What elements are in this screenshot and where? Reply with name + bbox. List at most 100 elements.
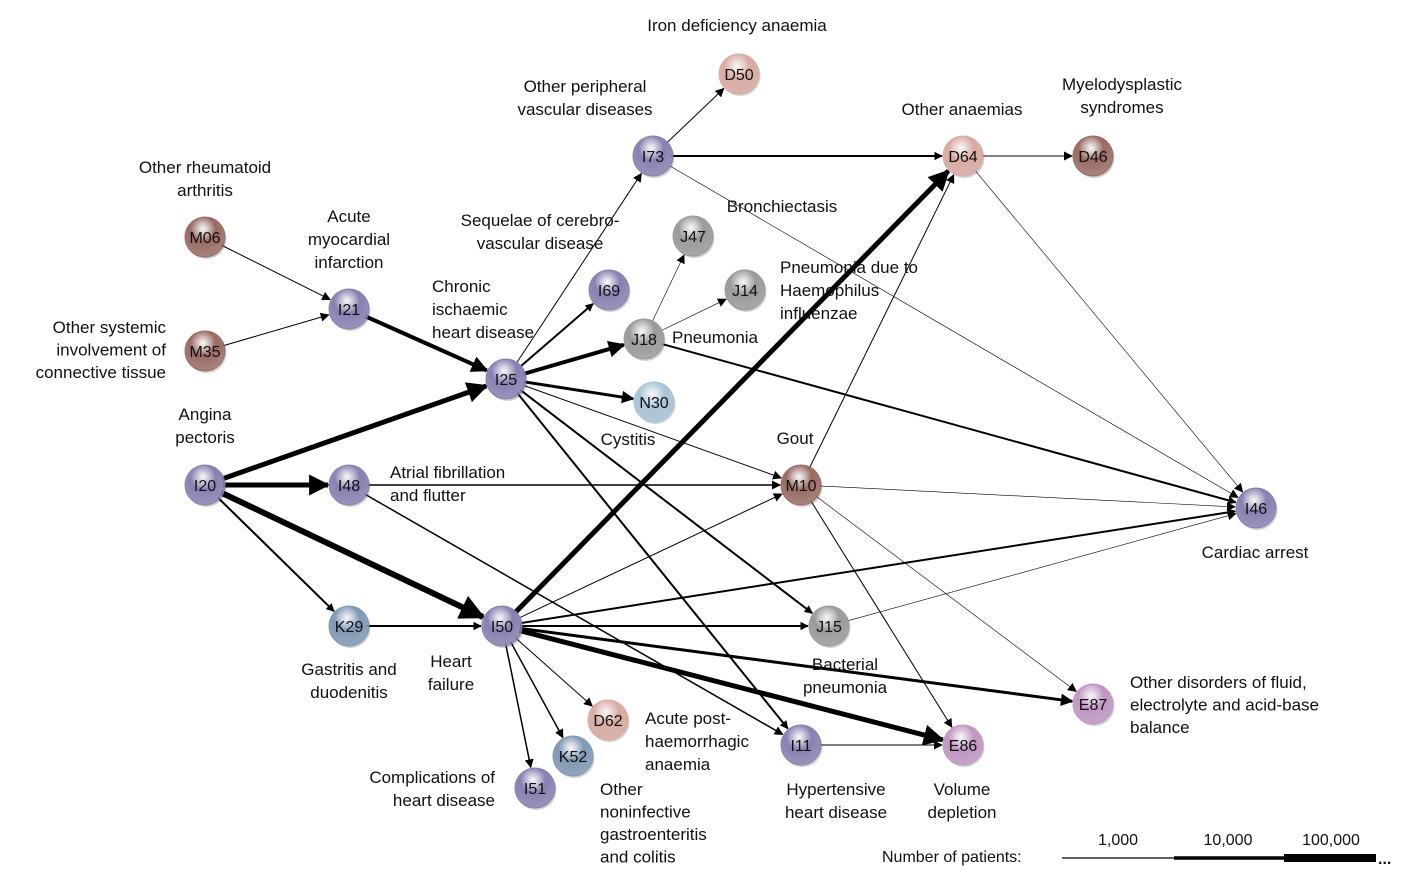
node-circle[interactable] — [672, 215, 714, 257]
node-I46[interactable]: I46 — [1235, 487, 1278, 530]
node-M35[interactable]: M35 — [184, 330, 227, 373]
node-I11[interactable]: I11 — [780, 724, 823, 767]
node-code: K52 — [559, 749, 588, 766]
node-I69[interactable]: I69 — [588, 269, 631, 312]
node-circle[interactable] — [780, 464, 822, 506]
label-E87: Other disorders of fluid, electrolyte and… — [1130, 673, 1319, 737]
node-code: I11 — [790, 738, 811, 755]
node-circle[interactable] — [328, 605, 370, 647]
node-code: M06 — [189, 230, 220, 247]
edge-J15-I46 — [846, 511, 1237, 622]
label-D64: Other anaemias — [902, 100, 1023, 119]
node-I73[interactable]: I73 — [632, 135, 675, 178]
legend: Number of patients: 1,000 10,000 100,000… — [882, 832, 1391, 868]
node-I51[interactable]: I51 — [514, 767, 557, 810]
node-circle[interactable] — [184, 216, 226, 258]
label-line: involvement of — [56, 341, 166, 360]
node-circle[interactable] — [633, 381, 675, 423]
node-circle[interactable] — [184, 464, 226, 506]
edge-I73-D50 — [665, 87, 725, 144]
node-D50[interactable]: D50 — [718, 53, 761, 96]
label-I51: Complications of heart disease — [369, 768, 495, 810]
legend-continuation: ... — [1378, 851, 1391, 868]
node-E86[interactable]: E86 — [942, 724, 985, 767]
node-circle[interactable] — [1072, 135, 1114, 177]
node-circle[interactable] — [1072, 683, 1114, 725]
node-code: N30 — [639, 395, 668, 412]
node-I25[interactable]: I25 — [485, 358, 528, 401]
node-code: I20 — [194, 478, 216, 495]
node-circle[interactable] — [623, 318, 665, 360]
node-code: M35 — [189, 344, 220, 361]
edge-M10-I46 — [818, 485, 1236, 511]
label-line: Bacterial — [812, 655, 878, 674]
edge-M10-E86 — [810, 500, 953, 728]
node-I50[interactable]: I50 — [481, 605, 524, 648]
node-E87[interactable]: E87 — [1072, 683, 1115, 726]
edge-I25-I69 — [518, 302, 594, 368]
edge-I20-I50 — [220, 489, 486, 620]
node-code: I48 — [338, 478, 360, 495]
node-K52[interactable]: K52 — [552, 735, 595, 778]
node-circle[interactable] — [632, 135, 674, 177]
edge-I73-I46 — [668, 164, 1239, 498]
node-circle[interactable] — [942, 135, 984, 177]
node-circle[interactable] — [328, 288, 370, 330]
node-D62[interactable]: D62 — [587, 699, 630, 742]
node-code: E86 — [949, 738, 978, 755]
node-code: I73 — [642, 149, 664, 166]
node-circle[interactable] — [718, 53, 760, 95]
label-line: haemorrhagic — [645, 732, 749, 751]
node-circle[interactable] — [328, 464, 370, 506]
edge-I25-I73 — [515, 172, 642, 365]
edge-I50-E87 — [519, 626, 1074, 707]
node-M10[interactable]: M10 — [780, 464, 823, 507]
label-line: and flutter — [390, 486, 466, 505]
label-line: Complications of — [369, 768, 495, 787]
edge-M35-I21 — [222, 312, 330, 347]
label-line: Other anaemias — [902, 100, 1023, 119]
node-circle[interactable] — [481, 605, 523, 647]
label-I25: Chronic ischaemic heart disease — [432, 277, 534, 342]
node-J14[interactable]: J14 — [724, 269, 767, 312]
label-line: pectoris — [175, 428, 235, 447]
node-K29[interactable]: K29 — [328, 605, 371, 648]
node-J15[interactable]: J15 — [808, 605, 851, 648]
label-line: Other peripheral — [524, 77, 647, 96]
node-circle[interactable] — [942, 724, 984, 766]
node-circle[interactable] — [1235, 487, 1277, 529]
node-circle[interactable] — [808, 605, 850, 647]
node-circle[interactable] — [552, 735, 594, 777]
node-circle[interactable] — [587, 699, 629, 741]
edge-I21-I25 — [364, 314, 489, 373]
label-line: arthritis — [177, 181, 233, 200]
label-line: Angina — [179, 405, 232, 424]
node-N30[interactable]: N30 — [633, 381, 676, 424]
label-line: heart disease — [785, 803, 887, 822]
node-D64[interactable]: D64 — [942, 135, 985, 178]
label-J18: Pneumonia — [672, 328, 759, 347]
edge-I20-K29 — [217, 496, 335, 613]
label-D62: Acute post-haemorrhagic anaemia — [645, 709, 749, 774]
node-D46[interactable]: D46 — [1072, 135, 1115, 178]
node-circle[interactable] — [588, 269, 630, 311]
node-J18[interactable]: J18 — [623, 318, 666, 361]
node-circle[interactable] — [724, 269, 766, 311]
node-circle[interactable] — [780, 724, 822, 766]
node-circle[interactable] — [514, 767, 556, 809]
node-J47[interactable]: J47 — [672, 215, 715, 258]
node-M06[interactable]: M06 — [184, 216, 227, 259]
node-I20[interactable]: I20 — [184, 464, 227, 507]
node-circle[interactable] — [184, 330, 226, 372]
label-line: Pneumonia due to — [780, 258, 918, 277]
label-line: vascular diseases — [517, 100, 652, 119]
node-I21[interactable]: I21 — [328, 288, 371, 331]
nodes-layer: M06 M35 I21 I20 I25 I48 K29 I50 I73 D50 I69 J47 J14 J… — [184, 53, 1278, 810]
node-code: D62 — [593, 713, 622, 730]
node-circle[interactable] — [485, 358, 527, 400]
node-I48[interactable]: I48 — [328, 464, 371, 507]
edge-M10-D64 — [808, 173, 955, 470]
label-line: Cystitis — [601, 430, 656, 449]
label-I20: Angina pectoris — [175, 405, 235, 447]
